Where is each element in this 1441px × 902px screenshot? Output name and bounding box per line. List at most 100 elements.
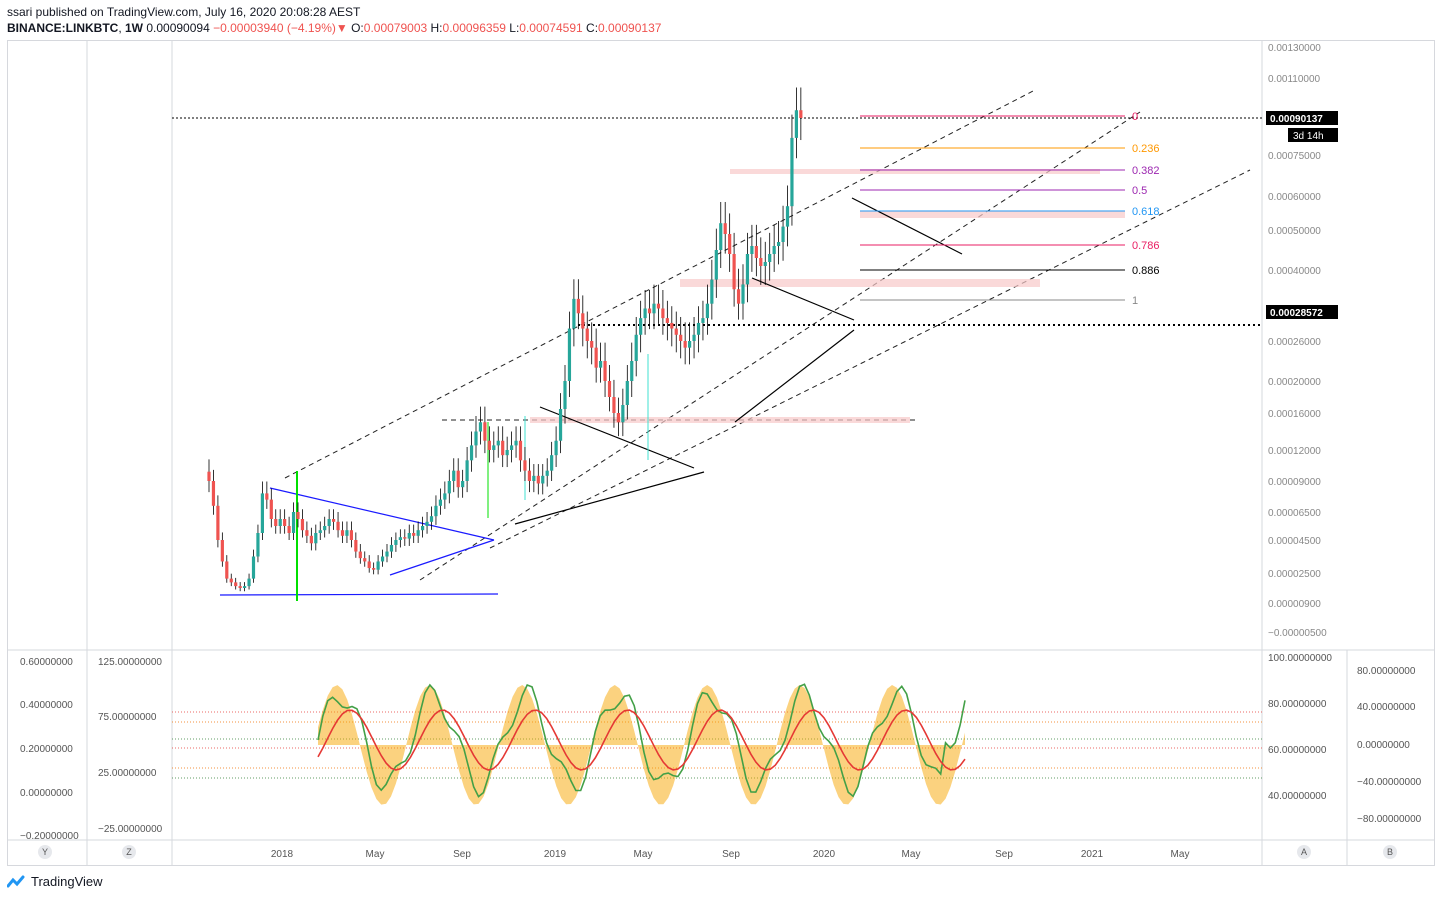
osc-axis-tick: −40.00000000 [1357,777,1422,788]
price-tick: 0.00040000 [1268,266,1321,277]
fib-label: 0.618 [1132,206,1160,218]
osc-axis-tick: −80.00000000 [1357,814,1422,825]
zoom-button[interactable]: Z [122,845,136,859]
close-value: 0.00090137 [598,21,662,35]
price-tick: 0.00050000 [1268,226,1321,237]
fib-retracement[interactable]: 0 0.236 0.382 0.5 0.618 0.786 0.886 1 [860,111,1160,307]
b-scale-button[interactable]: B [1383,845,1397,859]
candle-body [367,561,371,569]
interval[interactable]: 1W [125,21,143,35]
fib-label: 0.236 [1132,143,1160,155]
candle-body [599,361,603,368]
candle-body [372,568,376,570]
low-label: L: [509,21,520,35]
osc-red-line [317,709,966,771]
down-arrow-icon: ▼ [335,21,348,35]
zone-4[interactable] [860,211,1125,218]
tradingview-logo-icon [7,875,25,887]
candle-body [269,499,273,519]
auto-scale-button[interactable]: A [1297,845,1311,859]
candle-body [407,533,411,539]
osc-histogram-fill [318,685,965,805]
osc-axis-tick: 0.20000000 [20,744,73,755]
candle-body [434,505,438,517]
candle-body [719,223,723,250]
candle-body [674,328,678,335]
candle-body [710,279,714,304]
zone-1[interactable] [530,417,910,423]
price-badge-bg [1266,111,1338,125]
time-tick: 2021 [1081,849,1104,860]
candle-body [621,405,625,423]
time-axis[interactable]: 2018 May Sep 2019 May Sep 2020 May Sep 2021 May [271,849,1190,860]
candle-body [572,298,576,329]
channel-upper[interactable] [284,89,1036,479]
price-tick: 0.00016000 [1268,409,1321,420]
candle-body [741,284,745,304]
candle-body [421,526,425,531]
osc-axis-tick: 125.00000000 [98,657,162,668]
time-tick: 2020 [813,849,836,860]
candle-body [768,254,772,262]
candle-body [332,519,336,522]
candle-body [607,381,612,397]
osc-green-line [317,683,966,798]
candle-body [443,493,447,500]
candle-body [438,499,442,506]
price-tick: 0.00000900 [1268,599,1321,610]
tradingview-footer[interactable]: TradingView [7,874,103,889]
candle-body [247,578,251,587]
candle-body [688,341,692,348]
open-value: 0.00079003 [363,21,428,35]
oscillator-pane[interactable] [172,683,1262,805]
candle-body [616,413,620,423]
candle-body [380,556,385,562]
candle-body [229,578,233,583]
candle-body [389,544,394,552]
zone-3[interactable] [730,169,1100,174]
fib-label: 0.382 [1132,165,1160,177]
symbol[interactable]: BINANCE:LINKBTC [7,21,119,35]
candle-body [314,533,318,544]
candle-body [670,322,674,329]
osc-axis-tick: 0.00000000 [1357,740,1410,751]
candle-body [750,246,754,254]
candle-body [523,460,527,471]
candle-body [514,440,518,446]
candle-body [590,341,594,348]
candle-body [291,512,296,533]
candle-body [260,493,264,533]
zone-2[interactable] [680,279,1040,287]
time-tick: May [1171,849,1190,860]
price-axis[interactable]: 0.00130000 0.00110000 0.00090137 0.00075000… [1266,43,1338,639]
candle-body [777,242,781,246]
chart-frame[interactable] [7,40,1435,866]
log-scale-button[interactable]: Y [38,845,52,859]
price-badge: 0.00028572 [1270,308,1323,319]
publisher-line: ssari published on TradingView.com, July… [7,5,361,19]
symbol-header: BINANCE:LINKBTC, 1W 0.00090094 −0.000039… [7,21,661,35]
osc-axis-tick: −25.00000000 [98,824,163,835]
candle-body [723,223,727,234]
candle-body [265,493,269,500]
channel-middle[interactable] [419,111,1141,581]
trendlines[interactable] [219,197,963,596]
candle-body [647,308,652,314]
price-tick: 0.00004500 [1268,536,1321,547]
candle-body [728,234,732,254]
fib-label: 0.786 [1132,240,1160,252]
osc-axis-tick: 0.00000000 [20,788,73,799]
channel-lines[interactable] [284,89,1251,581]
candle-body [403,537,407,539]
candle-body [274,519,278,526]
candle-body [323,526,327,531]
candle-body [447,481,451,494]
time-tick: Sep [722,849,740,860]
candle-body [296,512,300,519]
price-tick: 0.00026000 [1268,337,1321,348]
price-change: −0.00003940 (−4.19%) [213,21,336,35]
candle-body [496,440,500,446]
channel-lower[interactable] [489,169,1251,549]
candle-body [705,303,709,319]
